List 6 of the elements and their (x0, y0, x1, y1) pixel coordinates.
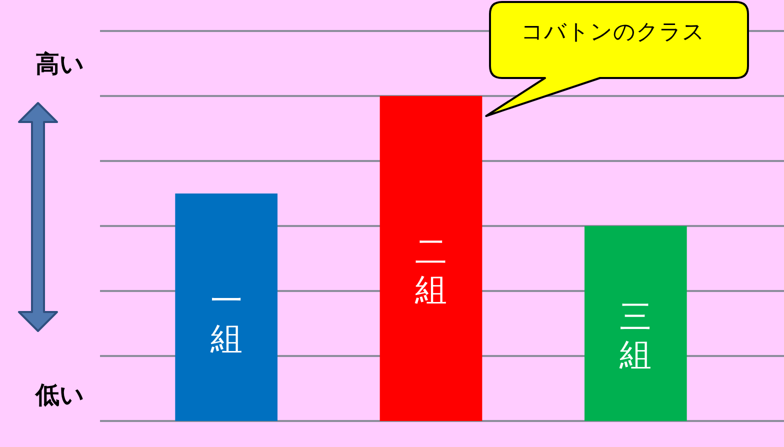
text: 低い (34, 381, 84, 409)
text: 高い (36, 50, 84, 78)
x-tick-label: 二組 (414, 232, 447, 308)
text: コバトンのクラス (521, 20, 705, 45)
x-tick-label: 三組 (618, 298, 652, 374)
x-tick-label: 一組 (209, 281, 242, 358)
